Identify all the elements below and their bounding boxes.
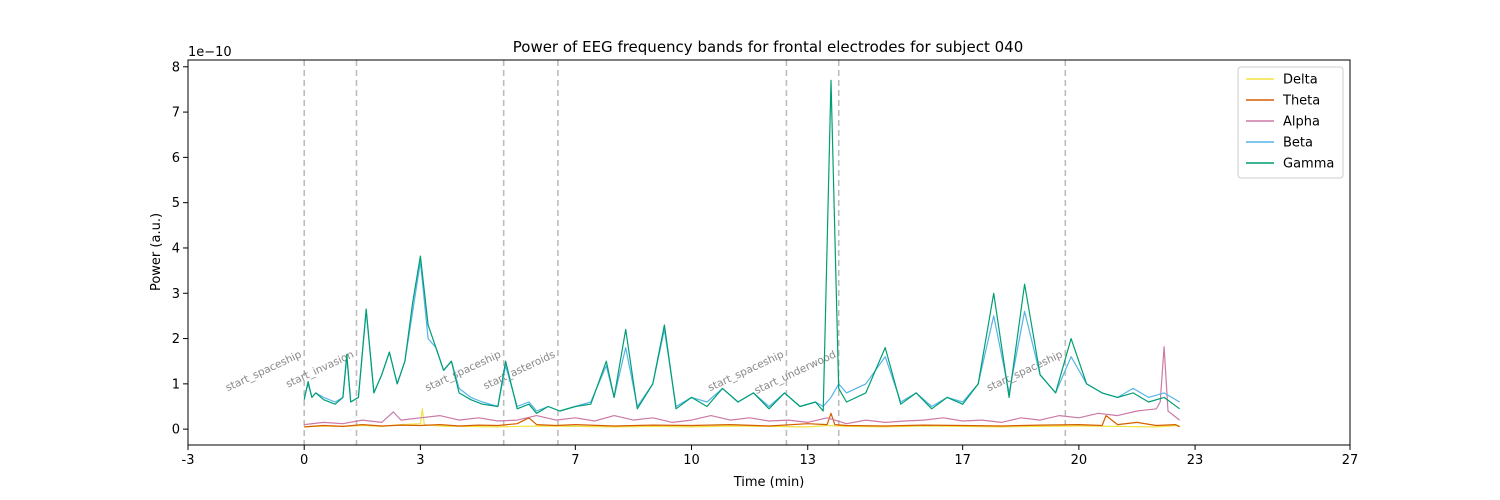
x-tick-label: 10 xyxy=(683,453,700,468)
y-axis-label: Power (a.u.) xyxy=(149,213,164,291)
y-tick-label: 6 xyxy=(172,151,180,166)
x-tick-label: 20 xyxy=(1071,453,1088,468)
y-tick-label: 8 xyxy=(172,60,180,75)
x-tick-label: -3 xyxy=(182,453,195,468)
legend: Delta Theta Alpha Beta Gamma xyxy=(1237,66,1344,179)
x-tick-label: 7 xyxy=(571,453,579,468)
x-axis-label: Time (min) xyxy=(733,475,805,490)
legend-label-beta: Beta xyxy=(1283,136,1313,151)
x-tick-label: 27 xyxy=(1342,453,1359,468)
chart-title: Power of EEG frequency bands for frontal… xyxy=(513,38,1023,56)
legend-label-theta: Theta xyxy=(1282,94,1320,109)
y-tick-label: 2 xyxy=(172,332,180,347)
x-tick-label: 3 xyxy=(416,453,424,468)
y-tick-label: 0 xyxy=(172,423,180,438)
y-tick-label: 7 xyxy=(172,106,180,121)
event-label-6: start_spaceship xyxy=(985,348,1065,394)
x-tick-label: 13 xyxy=(799,453,816,468)
legend-label-alpha: Alpha xyxy=(1283,115,1320,130)
plot-frame xyxy=(187,59,1351,446)
y-tick-label: 3 xyxy=(172,287,180,302)
y-tick-label: 1 xyxy=(172,377,180,392)
x-axis: -3 0 3 7 10 13 17 20 23 27 xyxy=(182,445,1359,468)
series-line-theta xyxy=(304,412,1180,428)
legend-box xyxy=(1237,66,1344,179)
legend-label-delta: Delta xyxy=(1283,73,1318,88)
legend-label-gamma: Gamma xyxy=(1283,157,1334,172)
x-tick-label: 23 xyxy=(1187,453,1204,468)
y-tick-label: 4 xyxy=(172,241,180,256)
y-axis: 0 1 2 3 4 5 6 7 8 xyxy=(172,60,188,438)
y-tick-label: 5 xyxy=(172,196,180,211)
series-lines xyxy=(303,79,1180,428)
series-line-gamma xyxy=(303,79,1180,414)
y-multiplier-label: 1e−10 xyxy=(188,45,232,60)
x-tick-label: 0 xyxy=(300,453,308,468)
series-line-alpha xyxy=(304,346,1180,426)
x-tick-label: 17 xyxy=(954,453,971,468)
